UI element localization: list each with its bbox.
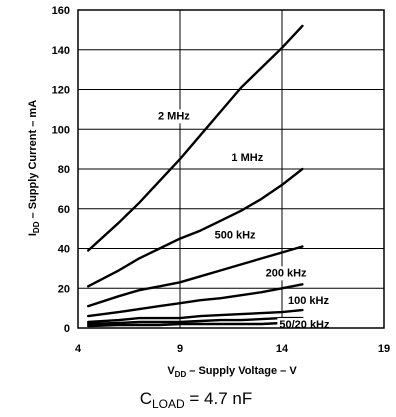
grid	[77, 9, 385, 329]
series-label-background	[229, 151, 266, 166]
caption-subscript: LOAD	[152, 397, 185, 411]
series-label: 50/20 kHz	[279, 319, 330, 331]
x-tick-labels: 4 9 14 19	[75, 343, 390, 355]
y-tick-label: 40	[58, 244, 70, 256]
series-label-background	[286, 294, 332, 309]
caption-prefix: C	[140, 389, 152, 408]
series-label: 1 MHz	[231, 152, 263, 164]
y-axis-label-text: – Supply Current – mA	[27, 100, 39, 222]
y-tick-label: 140	[52, 45, 70, 57]
series-label: 2 MHz	[158, 110, 190, 122]
series-label: 200 kHz	[266, 267, 307, 279]
plot-frame	[77, 9, 385, 329]
load-capacitance-caption: CLOAD = 4.7 nF	[140, 389, 253, 411]
x-axis-label: VDD – Supply Voltage – V	[167, 365, 297, 379]
series-line-100-khz	[86, 308, 304, 324]
y-axis-label: IDD – Supply Current – mA	[27, 100, 41, 236]
x-tick-label: 19	[378, 343, 390, 355]
y-tick-labels: 0 20 40 60 80 100 120 140 160	[52, 5, 70, 335]
caption-rest: = 4.7 nF	[185, 389, 253, 408]
y-tick-label: 0	[64, 323, 70, 335]
y-tick-label: 160	[52, 5, 70, 17]
series-labels: 2 MHz 1 MHz 500 kHz 200 kHz 100 kHz 50/20 kHz	[155, 109, 333, 333]
series-line-50-khz	[86, 316, 304, 326]
series-line-200-khz	[86, 283, 304, 318]
y-axis-label-subscript: DD	[32, 221, 41, 233]
series-label-background	[155, 109, 193, 124]
x-tick-label: 4	[75, 343, 82, 355]
series-lines	[86, 24, 304, 328]
series-label: 500 kHz	[215, 230, 256, 242]
x-axis-label-subscript: DD	[175, 370, 187, 379]
y-tick-label: 20	[58, 283, 70, 295]
series-label-background	[212, 228, 259, 243]
y-tick-label: 120	[52, 85, 70, 97]
series-line-20-khz	[86, 321, 304, 328]
y-tick-label: 60	[58, 204, 70, 216]
x-tick-label: 14	[276, 343, 289, 355]
series-line-1-mhz	[86, 167, 304, 288]
x-axis-label-text: – Supply Voltage – V	[186, 365, 297, 377]
series-label: 100 kHz	[288, 295, 329, 307]
series-label-background	[263, 266, 310, 281]
series-line-2-mhz	[86, 24, 304, 252]
y-tick-label: 100	[52, 124, 70, 136]
series-line-500-khz	[86, 245, 304, 308]
y-tick-label: 80	[58, 164, 70, 176]
x-tick-label: 9	[177, 343, 183, 355]
